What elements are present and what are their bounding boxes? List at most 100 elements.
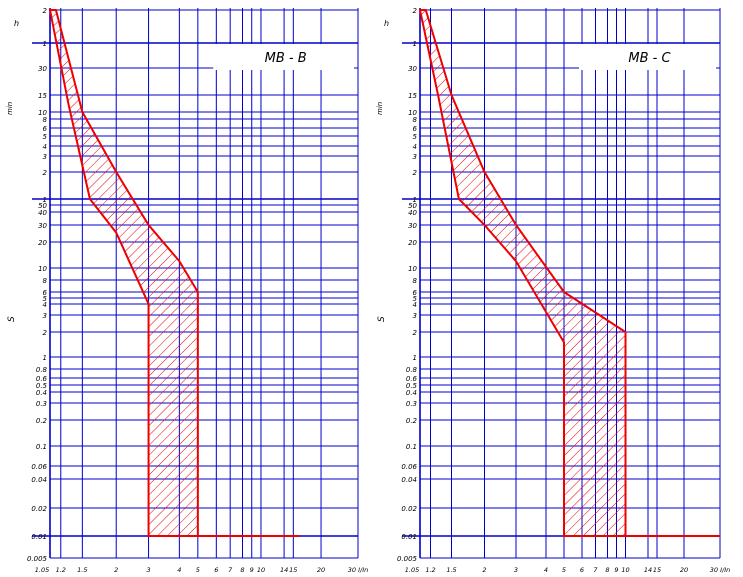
y-tick-label: 1: [43, 354, 47, 362]
y-tick-label: 0.02: [401, 505, 417, 513]
y-tick-label: 0.02: [31, 505, 47, 513]
y-tick-label: 0.8: [36, 366, 48, 374]
y-tick-label: 8: [413, 116, 418, 124]
y-tick-label: 30: [408, 222, 417, 230]
y-unit-label-hour: h: [384, 19, 389, 28]
y-tick-label: 0.2: [36, 417, 48, 425]
y-tick-label: 2: [43, 7, 48, 15]
tripping-band: [48, 9, 199, 537]
y-tick-label: 3: [43, 153, 47, 161]
x-tick-label: 5: [562, 566, 566, 573]
y-tick-label: 1: [413, 196, 417, 204]
chart-panel-mb-c: 213015108654321504030201086543210.80.60.…: [376, 7, 730, 574]
y-tick-label: 3: [413, 312, 417, 320]
y-tick-label: 0.01: [31, 533, 47, 541]
x-tick-label: 2: [114, 566, 118, 573]
y-tick-label: 10: [408, 265, 417, 273]
y-tick-label: 0.6: [406, 375, 418, 383]
y-tick-label: 20: [38, 239, 47, 247]
y-tick-label: 1: [413, 354, 417, 362]
y-tick-label: 6: [43, 125, 48, 133]
chart-title: MB - B: [265, 51, 307, 66]
x-tick-label: 1.5: [77, 566, 87, 573]
x-tick-label: 6: [580, 566, 584, 573]
y-tick-label: 10: [38, 109, 47, 117]
y-tick-label: 50: [408, 202, 417, 210]
y-tick-label: 3: [413, 153, 417, 161]
chart-panel-mb-b: 213015108654321504030201086543210.80.60.…: [6, 7, 368, 574]
x-tick-label: 1.5: [446, 566, 456, 573]
y-tick-label: 0.1: [36, 443, 47, 451]
y-tick-label: 2: [413, 169, 418, 177]
y-tick-label: 2: [413, 329, 418, 337]
y-unit-label-sec: S: [7, 316, 17, 322]
x-tick-label: 8: [240, 566, 244, 573]
y-tick-label: 0.005: [397, 555, 418, 563]
chart-title: MB - C: [628, 51, 671, 66]
y-tick-label: 10: [408, 109, 417, 117]
y-tick-label: 50: [38, 202, 47, 210]
y-unit-label-sec: S: [377, 316, 387, 322]
x-tick-label: 20: [680, 566, 688, 573]
y-tick-label: 0.04: [401, 476, 417, 484]
tripping-band: [418, 9, 627, 537]
y-tick-label: 2: [413, 7, 418, 15]
y-tick-label: 8: [43, 277, 48, 285]
x-tick-label: 4: [544, 566, 548, 573]
x-tick-label: 8: [605, 566, 609, 573]
y-tick-label: 0.5: [36, 382, 48, 390]
y-tick-label: 5: [43, 295, 48, 303]
x-tick-label: 7: [228, 566, 233, 573]
y-tick-label: 0.4: [36, 389, 47, 397]
y-tick-label: 20: [408, 239, 417, 247]
x-tick-label: 6: [214, 566, 218, 573]
y-tick-label: 15: [408, 92, 417, 100]
chart-title-box: [579, 44, 716, 70]
y-tick-label: 30: [408, 65, 417, 73]
y-tick-label: 30: [38, 222, 47, 230]
y-tick-label: 1: [43, 40, 47, 48]
x-tick-label: 1.2: [56, 566, 66, 573]
y-tick-label: 0.5: [406, 382, 418, 390]
y-tick-label: 2: [43, 169, 48, 177]
y-tick-label: 0.3: [36, 400, 47, 408]
y-tick-label: 15: [38, 92, 47, 100]
y-tick-label: 0.4: [406, 389, 417, 397]
x-tick-label: 1.05: [405, 566, 419, 573]
y-unit-label-min: min: [6, 102, 14, 115]
y-tick-label: 1: [43, 196, 47, 204]
x-tick-label: 3: [514, 566, 518, 573]
y-tick-label: 0.06: [401, 463, 417, 471]
y-tick-label: 4: [43, 301, 47, 309]
y-tick-label: 2: [43, 329, 48, 337]
x-tick-label: 9: [614, 566, 618, 573]
y-tick-label: 4: [43, 143, 47, 151]
y-tick-label: 5: [43, 133, 48, 141]
y-tick-label: 6: [413, 125, 418, 133]
y-tick-label: 8: [43, 116, 48, 124]
chart-title-box: [213, 44, 354, 70]
x-tick-label: 5: [196, 566, 200, 573]
x-tick-label: 15: [289, 566, 297, 573]
y-tick-label: 0.6: [36, 375, 48, 383]
x-tick-label: 30 I/In: [710, 566, 730, 573]
y-tick-label: 0.005: [27, 555, 48, 563]
y-tick-label: 0.3: [406, 400, 417, 408]
y-tick-label: 1: [413, 40, 417, 48]
x-tick-label: 30 I/In: [348, 566, 368, 573]
x-tick-label: 9: [250, 566, 254, 573]
y-tick-label: 4: [413, 301, 417, 309]
y-tick-label: 4: [413, 143, 417, 151]
x-tick-label: 4: [177, 566, 181, 573]
y-tick-label: 0.1: [406, 443, 417, 451]
x-tick-label: 14: [280, 566, 288, 573]
x-tick-label: 20: [317, 566, 325, 573]
y-tick-label: 40: [408, 209, 417, 217]
x-tick-label: 10: [257, 566, 265, 573]
y-tick-label: 5: [413, 133, 418, 141]
y-tick-label: 5: [413, 295, 418, 303]
y-tick-label: 30: [38, 65, 47, 73]
y-tick-label: 0.8: [406, 366, 418, 374]
y-tick-label: 0.2: [406, 417, 418, 425]
